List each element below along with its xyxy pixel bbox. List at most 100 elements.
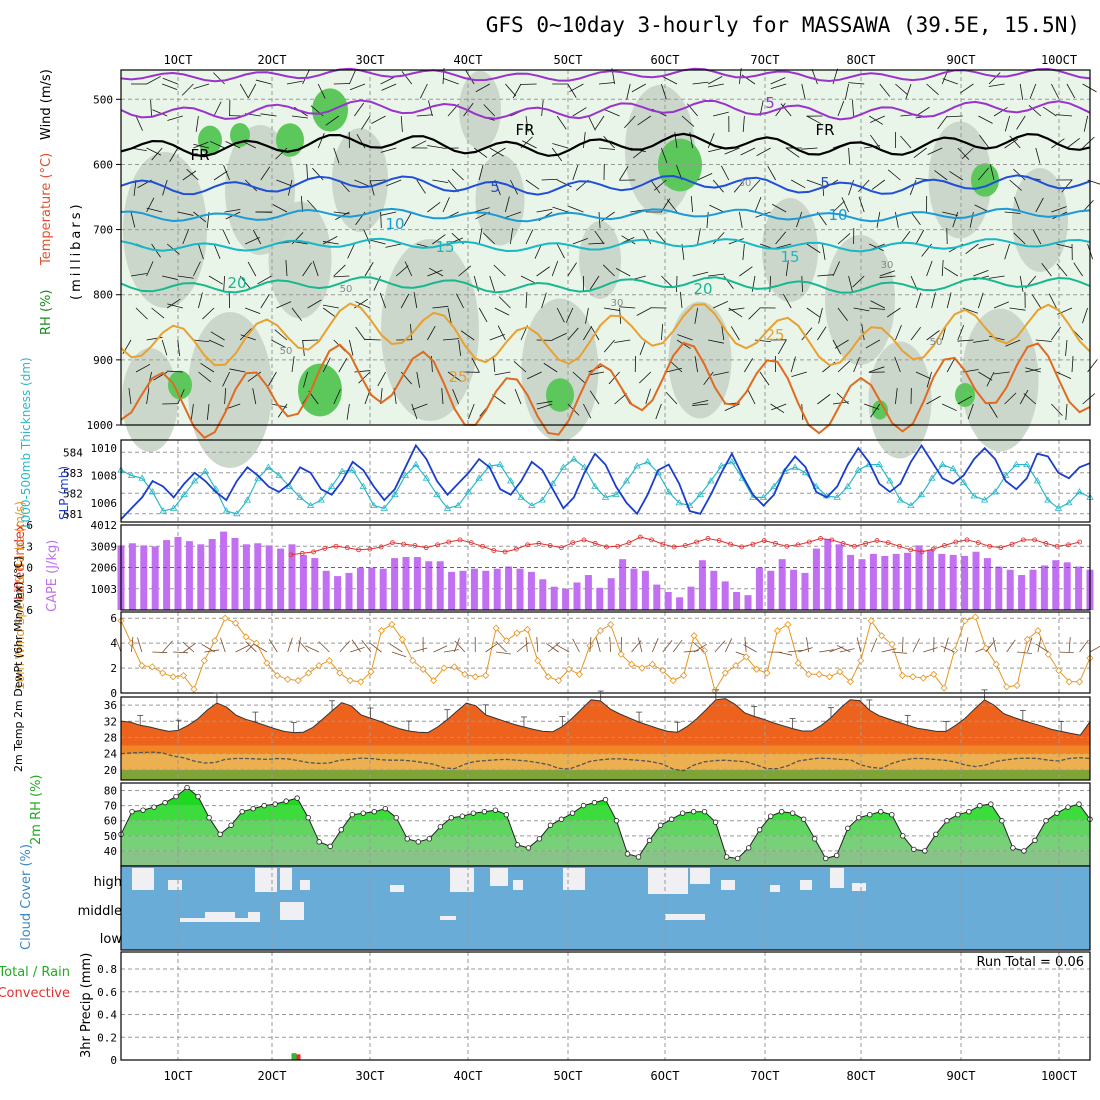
- wind10m-barb: [305, 645, 320, 653]
- lifted-index-point: [311, 549, 316, 555]
- thickness-point: [380, 504, 389, 511]
- rh-high-blob: [872, 400, 888, 420]
- wind-barb: [653, 179, 667, 191]
- wind-barb: [505, 196, 510, 213]
- cape-bar: [664, 591, 672, 610]
- cape-bar: [459, 570, 467, 610]
- dewpoint-line: [120, 751, 1091, 772]
- wind-barb: [213, 101, 222, 117]
- wind-barb: [213, 170, 228, 181]
- wind-barb: [959, 83, 974, 94]
- wind-barb: [483, 104, 496, 117]
- cape-bar: [835, 544, 843, 610]
- thickness-point: [612, 490, 620, 498]
- temp-tick: 32: [104, 715, 117, 728]
- lifted-tick: 3: [26, 583, 33, 596]
- wind-barb: [598, 82, 615, 85]
- x-tick-label-bottom: 1OCT: [164, 1069, 193, 1083]
- wind10m-barb: [137, 637, 143, 653]
- wind-barb: [1009, 135, 1021, 149]
- thickness-point: [570, 455, 578, 462]
- wind-barb: [364, 338, 381, 341]
- panel-frame: [120, 69, 1091, 426]
- wind-barb: [307, 299, 322, 309]
- wind-barb: [791, 371, 807, 377]
- wind-barb: [427, 145, 444, 149]
- lifted-index-point: [649, 537, 654, 543]
- wind-barb: [551, 260, 559, 277]
- cloud-cell: [132, 868, 154, 890]
- rh-point: [823, 855, 829, 862]
- wind-barb: [744, 358, 754, 373]
- lifted-index-point: [761, 538, 767, 543]
- lifted-index-point: [412, 543, 418, 548]
- wind-barb: [354, 370, 371, 373]
- wind-barb: [870, 115, 885, 123]
- wind-barb: [853, 307, 870, 312]
- cape-tick: 3009: [91, 540, 118, 553]
- wind-barb: [973, 269, 989, 277]
- wind10m-barb: [318, 641, 330, 653]
- lifted-index-point: [299, 550, 305, 556]
- lifted-index-point: [1066, 542, 1071, 548]
- wind10m-barb: [637, 637, 643, 653]
- wind-barb: [692, 81, 709, 85]
- wind-barb: [380, 211, 397, 216]
- wind-barb: [759, 371, 770, 386]
- wind-barb: [978, 115, 993, 124]
- rh-contour-blob: [332, 128, 388, 232]
- wind-barb: [182, 228, 190, 245]
- cape-bar: [767, 570, 775, 610]
- wind10m-point: [617, 650, 625, 658]
- wind10m-point: [336, 669, 344, 677]
- rh-tick: 80: [104, 785, 117, 798]
- rh-point: [1010, 845, 1016, 851]
- wind10m-point: [419, 665, 427, 673]
- rh-contour-blob: [1012, 168, 1068, 272]
- wind-barb: [177, 389, 185, 405]
- wind-barb: [411, 140, 427, 149]
- rh-point: [767, 813, 774, 819]
- wind-barb: [818, 307, 823, 324]
- wind-barb: [739, 266, 753, 277]
- rh-contour-blob: [188, 312, 272, 468]
- wind-barb: [130, 211, 136, 228]
- wind-barb: [135, 363, 151, 373]
- rh-point: [955, 811, 961, 818]
- wind-barb: [1051, 206, 1067, 213]
- wind-barb: [841, 197, 849, 213]
- wind-barb: [1087, 359, 1098, 373]
- rh-point: [558, 816, 565, 822]
- wind10m-barb: [1027, 637, 1033, 653]
- wind-barb: [505, 211, 522, 218]
- rh-point: [162, 799, 168, 806]
- thickness-point: [980, 496, 989, 503]
- wind-barb: [410, 324, 413, 341]
- thickness-point: [601, 493, 610, 500]
- wind-barb: [505, 83, 517, 97]
- lifted-index-point: [559, 545, 564, 551]
- rh-point: [250, 805, 256, 812]
- wind-barb: [193, 83, 210, 89]
- wind-barb: [323, 236, 338, 245]
- wind-barb: [1035, 197, 1044, 213]
- wind-barb: [202, 307, 215, 320]
- wind-barb: [937, 115, 948, 130]
- rh-point: [437, 824, 444, 830]
- cape-bar: [1018, 575, 1026, 610]
- wind-barb: [993, 107, 1008, 117]
- thickness-point: [201, 467, 209, 474]
- wind-barb: [926, 83, 939, 95]
- wind-barb: [572, 107, 587, 117]
- wind-barb: [909, 179, 917, 196]
- thickness-point: [949, 464, 957, 472]
- wind-barb: [260, 113, 277, 117]
- wind-barb: [858, 179, 870, 193]
- wind-barb: [245, 236, 260, 245]
- wind-barb: [447, 307, 452, 324]
- rh-point: [834, 852, 840, 859]
- wind-barb: [349, 83, 366, 91]
- wind-barb: [724, 147, 740, 155]
- wind-barb: [1048, 293, 1057, 309]
